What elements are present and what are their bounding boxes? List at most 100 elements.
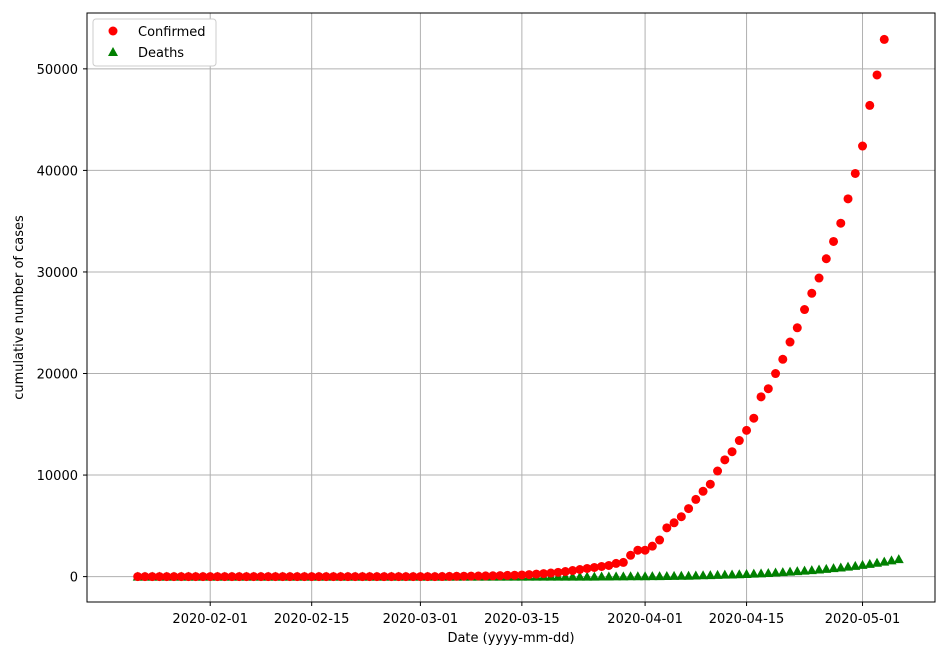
confirmed-point — [589, 562, 599, 572]
confirmed-point — [307, 572, 317, 582]
y-axis-label: cumulative number of cases — [12, 215, 27, 400]
deaths-point — [632, 571, 643, 581]
confirmed-point — [843, 194, 853, 204]
confirmed-point — [176, 572, 186, 582]
deaths-point — [770, 567, 781, 577]
confirmed-point — [676, 512, 686, 522]
deaths-point — [683, 570, 694, 580]
deaths-point — [814, 564, 825, 574]
confirmed-point — [756, 392, 766, 402]
confirmed-point — [423, 572, 433, 582]
confirmed-point — [633, 545, 643, 555]
confirmed-point — [669, 518, 679, 528]
confirmed-point — [321, 572, 331, 582]
confirmed-point — [285, 572, 295, 582]
x-tick-label: 2020-04-15 — [709, 612, 785, 627]
confirmed-point — [604, 560, 614, 570]
confirmed-point — [212, 572, 222, 582]
deaths-point — [872, 557, 883, 567]
confirmed-point — [575, 565, 585, 575]
confirmed-point — [749, 413, 759, 423]
deaths-point — [676, 570, 687, 580]
confirmed-point — [807, 288, 817, 298]
confirmed-point — [531, 569, 541, 579]
deaths-point — [763, 567, 774, 577]
deaths-point — [654, 571, 665, 581]
y-tick-label: 20000 — [37, 368, 78, 383]
deaths-point — [567, 571, 578, 581]
x-tick-label: 2020-05-01 — [825, 612, 901, 627]
confirmed-point — [647, 541, 657, 551]
legend: Confirmed Deaths — [92, 18, 217, 67]
confirmed-point — [299, 572, 309, 582]
confirmed-point — [452, 571, 462, 581]
confirmed-point — [205, 572, 215, 582]
confirmed-point — [640, 545, 650, 555]
confirmed-point — [336, 572, 346, 582]
confirmed-point — [763, 384, 773, 394]
deaths-point — [879, 556, 890, 566]
deaths-point — [596, 571, 607, 581]
confirmed-point — [183, 572, 193, 582]
deaths-point — [886, 555, 897, 565]
confirmed-point — [858, 141, 868, 151]
confirmed-point — [821, 254, 831, 264]
x-tick-label: 2020-02-15 — [274, 612, 350, 627]
deaths-point — [792, 566, 803, 576]
confirmed-point — [698, 486, 708, 496]
deaths-point — [727, 569, 738, 579]
confirmed-point — [684, 504, 694, 514]
confirmed-point — [314, 572, 324, 582]
deaths-point — [661, 571, 672, 581]
deaths-point — [850, 560, 861, 570]
confirmed-point — [560, 567, 570, 577]
deaths-point — [893, 554, 904, 564]
confirmed-point — [343, 572, 353, 582]
deaths-point — [582, 571, 593, 581]
y-tick-label: 50000 — [37, 63, 78, 78]
confirmed-point — [437, 572, 447, 582]
deaths-point — [785, 566, 796, 576]
legend-label-deaths: Deaths — [138, 46, 184, 61]
deaths-point — [647, 571, 658, 581]
deaths-point — [799, 565, 810, 575]
deaths-point — [828, 563, 839, 573]
legend-marker-deaths — [108, 47, 118, 56]
confirmed-point — [829, 236, 839, 246]
x-tick-label: 2020-03-15 — [484, 612, 560, 627]
confirmed-point — [800, 305, 810, 315]
x-tick-label: 2020-04-01 — [607, 612, 683, 627]
confirmed-point — [234, 572, 244, 582]
confirmed-point — [394, 572, 404, 582]
confirmed-point — [720, 455, 730, 465]
confirmed-point — [263, 572, 273, 582]
confirmed-point — [865, 100, 875, 110]
confirmed-point — [365, 572, 375, 582]
confirmed-point — [814, 273, 824, 283]
confirmed-point — [459, 571, 469, 581]
deaths-point — [625, 571, 636, 581]
deaths-point — [640, 571, 651, 581]
confirmed-point — [466, 571, 476, 581]
confirmed-point — [292, 572, 302, 582]
confirmed-point — [270, 572, 280, 582]
confirmed-point — [430, 572, 440, 582]
legend-label-confirmed: Confirmed — [138, 25, 206, 40]
y-tick-label: 0 — [70, 571, 78, 586]
confirmed-point — [227, 572, 237, 582]
deaths-point — [611, 571, 622, 581]
deaths-point — [589, 571, 600, 581]
legend-marker-confirmed — [108, 26, 118, 36]
deaths-point — [734, 569, 745, 579]
confirmed-point — [662, 523, 672, 533]
confirmed-point — [278, 572, 288, 582]
deaths-point — [864, 558, 875, 568]
confirmed-point — [386, 572, 396, 582]
deaths-point — [748, 568, 759, 578]
confirmed-point — [328, 572, 338, 582]
confirmed-point — [626, 550, 636, 560]
confirmed-point — [568, 566, 578, 576]
deaths-point — [560, 571, 571, 581]
confirmed-point — [792, 323, 802, 333]
